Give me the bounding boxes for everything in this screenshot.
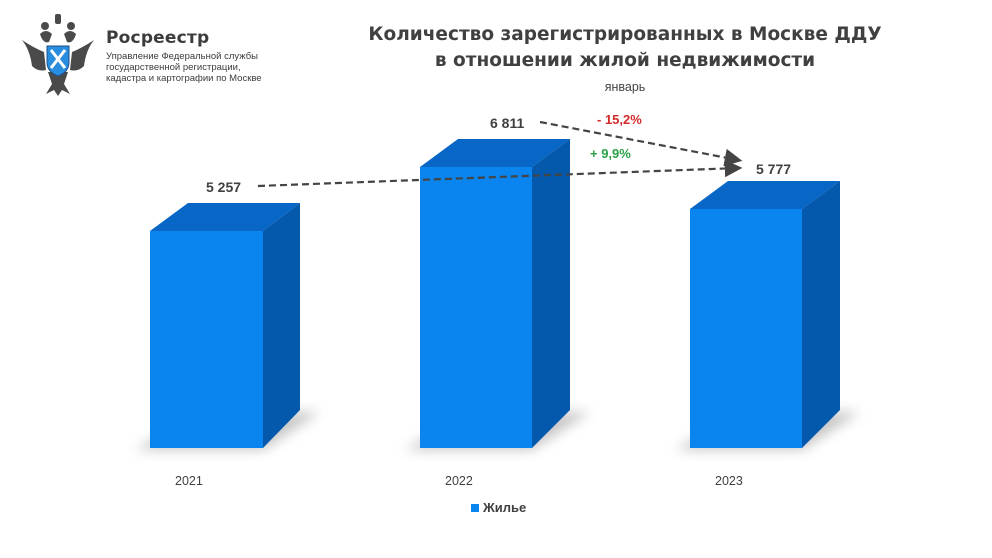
chart-subtitle: январь <box>604 80 646 94</box>
chart-legend: Жилье <box>471 500 526 515</box>
category-label-2022: 2022 <box>445 474 473 488</box>
rosreestr-emblem-icon <box>22 14 94 96</box>
trend-arrow-2022-2023 <box>539 120 743 167</box>
chart-title-line-2: в отношении жилой недвижимости <box>434 50 816 71</box>
category-label-2021: 2021 <box>175 474 203 488</box>
legend-swatch-icon <box>471 503 479 512</box>
chart-title: Количество зарегистрированных в Москве Д… <box>340 22 910 74</box>
change-negative-label: - 15,2% <box>597 112 642 127</box>
value-label-2022: 6 811 <box>490 115 524 131</box>
brand-subtitle: Управление Федеральной службы государств… <box>106 51 262 84</box>
bar-2023 <box>690 181 840 448</box>
trend-arrow-2021-2023 <box>257 159 743 188</box>
brand-subtitle-line: Управление Федеральной службы <box>106 51 258 62</box>
change-positive-label: + 9,9% <box>590 146 631 161</box>
bar-2022 <box>420 139 570 448</box>
chart-title-line-1: Количество зарегистрированных в Москве Д… <box>368 24 882 45</box>
category-label-2023: 2023 <box>715 474 743 488</box>
value-label-2023: 5 777 <box>756 161 791 177</box>
legend-label: Жилье <box>483 500 527 515</box>
bar-2021 <box>150 203 300 448</box>
value-label-2021: 5 257 <box>206 179 241 195</box>
brand-subtitle-line: государственной регистрации, <box>106 62 241 73</box>
brand-subtitle-line: кадастра и картографии по Москве <box>106 73 262 84</box>
brand-name: Росреестр <box>106 28 210 48</box>
brand-block: Росреестр Управление Федеральной службы … <box>106 28 262 84</box>
